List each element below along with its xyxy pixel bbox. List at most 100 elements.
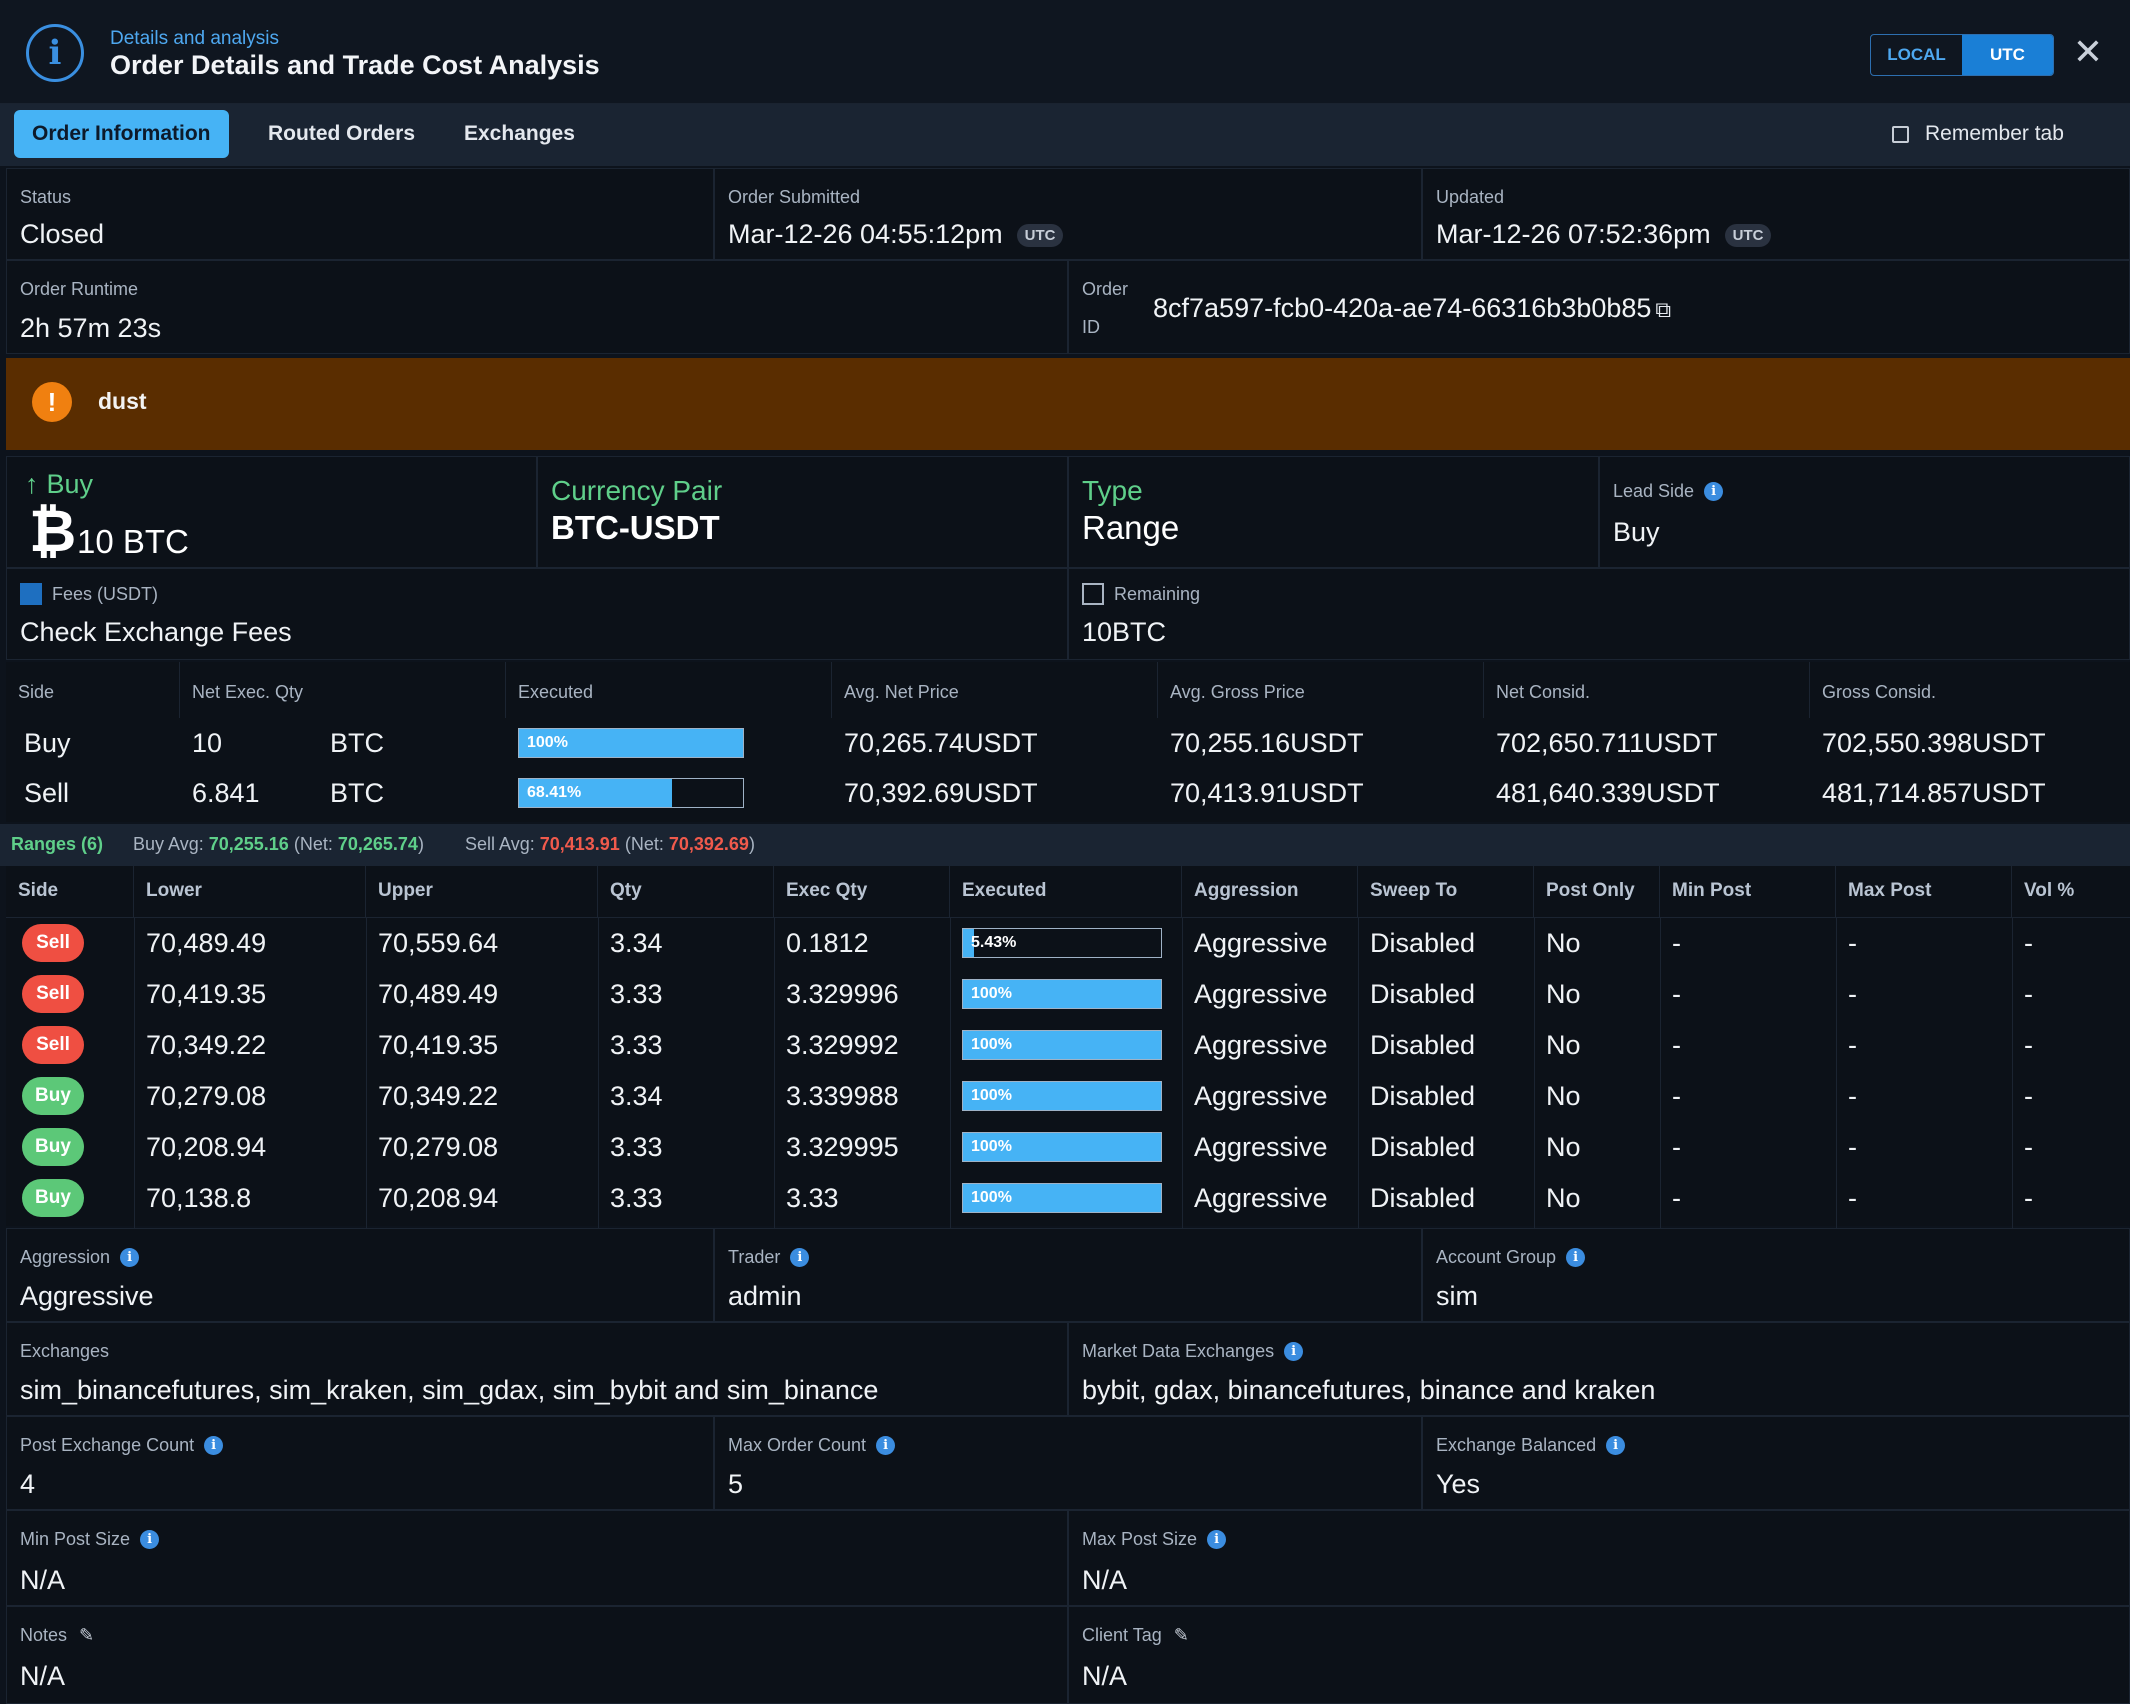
ranges-header-vol: Vol %	[2012, 866, 2130, 918]
ranges-table: Side Lower Upper Qty Exec Qty Executed Aggress…	[6, 866, 2130, 1278]
ranges-executed-bar: 100%	[962, 979, 1162, 1009]
order-submitted-value: Mar-12-26 04:55:12pm UTC	[728, 219, 1064, 250]
ranges-cell-lower: 70,279.08	[146, 1081, 267, 1111]
ranges-cell-max-post: -	[1848, 979, 1857, 1009]
summary-executed-fill-buy	[519, 729, 743, 757]
arrow-up-icon: ↑	[25, 469, 39, 499]
ranges-cell-vol: -	[2024, 928, 2033, 958]
info-icon[interactable]: i	[1704, 482, 1724, 501]
updated-time: Mar-12-26 07:52:36pm	[1436, 219, 1711, 249]
client-tag-label: Client Tag ✎	[1082, 1625, 1189, 1646]
checkbox-icon[interactable]	[1892, 125, 1909, 143]
fees-label-text: Fees (USDT)	[52, 583, 159, 604]
fees-value: Check Exchange Fees	[20, 617, 292, 647]
ranges-cell-upper: 70,559.64	[378, 928, 499, 958]
summary-side-buy: Buy	[24, 728, 71, 758]
ranges-cell-sweep-to: Disabled	[1370, 1183, 1476, 1213]
sell-avg-label: Sell Avg:	[465, 834, 535, 854]
info-icon[interactable]: i	[1606, 1436, 1626, 1455]
post-exchange-count-cell: Post Exchange Count i 4	[6, 1416, 714, 1510]
ranges-executed-fill	[963, 1031, 1161, 1059]
sell-avg-value: 70,413.91	[539, 834, 620, 854]
modal-subtitle: Details and analysis	[110, 28, 279, 49]
pencil-icon[interactable]: ✎	[79, 1625, 95, 1645]
max-order-count-label: Max Order Count i	[728, 1435, 896, 1456]
pencil-icon[interactable]: ✎	[1173, 1625, 1189, 1645]
ranges-executed-text: 5.43%	[971, 934, 1017, 951]
ranges-cell-aggression: Aggressive	[1194, 1030, 1328, 1060]
ranges-cell-upper: 70,419.35	[378, 1030, 499, 1060]
status-value: Closed	[20, 219, 105, 249]
summary-qty-buy: 10	[192, 728, 223, 758]
exchanges-label: Exchanges	[20, 1341, 110, 1361]
ranges-cell-max-post: -	[1848, 1030, 1857, 1060]
tab-order-information[interactable]: Order Information	[14, 110, 229, 158]
tab-routed-orders[interactable]: Routed Orders	[268, 122, 416, 145]
max-post-size-value: N/A	[1082, 1565, 1128, 1595]
ranges-cell-exec-qty: 3.329996	[786, 979, 899, 1009]
info-icon[interactable]: i	[1284, 1342, 1304, 1361]
ranges-header-min-post: Min Post	[1660, 866, 1836, 918]
ranges-cell-post-only: No	[1546, 1081, 1581, 1111]
order-submitted-cell: Order Submitted Mar-12-26 04:55:12pm UTC	[714, 168, 1422, 260]
summary-asset-sell: BTC	[330, 778, 384, 808]
remember-tab-checkbox[interactable]: Remember tab	[1892, 122, 2064, 146]
info-icon[interactable]: i	[120, 1248, 140, 1267]
ranges-header-lower: Lower	[134, 866, 366, 918]
min-post-size-cell: Min Post Size i N/A	[6, 1510, 1068, 1606]
info-icon[interactable]: i	[790, 1248, 810, 1267]
exchange-balanced-label-text: Exchange Balanced	[1436, 1435, 1597, 1455]
buy-avg-value: 70,255.16	[208, 834, 289, 854]
post-exchange-count-label-text: Post Exchange Count	[20, 1435, 195, 1455]
notes-value: N/A	[20, 1661, 66, 1691]
order-runtime-cell: Order Runtime 2h 57m 23s	[6, 260, 1068, 354]
min-post-size-value: N/A	[20, 1565, 66, 1595]
summary-side-sell: Sell	[24, 778, 70, 808]
trader-label-text: Trader	[728, 1247, 781, 1267]
summary-executed-text-buy: 100%	[527, 734, 568, 751]
timezone-local-button[interactable]: LOCAL	[1887, 45, 1946, 64]
column-divider	[598, 918, 599, 1278]
tab-bar: Order Information Routed Orders Exchange…	[0, 104, 2130, 166]
currency-pair-value: BTC-USDT	[551, 509, 720, 546]
ranges-cell-post-only: No	[1546, 1183, 1581, 1213]
remember-tab-label: Remember tab	[1925, 122, 2064, 145]
remaining-color-swatch	[1082, 583, 1104, 605]
client-tag-cell: Client Tag ✎ N/A	[1068, 1606, 2130, 1704]
info-icon[interactable]: i	[140, 1530, 160, 1549]
type-cell: Type Range	[1068, 456, 1599, 568]
info-icon[interactable]: i	[204, 1436, 224, 1455]
ranges-cell-min-post: -	[1672, 979, 1681, 1009]
exchange-balanced-value: Yes	[1436, 1469, 1481, 1499]
ranges-cell-upper: 70,208.94	[378, 1183, 499, 1213]
ranges-cell-qty: 3.33	[610, 1183, 663, 1213]
ranges-cell-qty: 3.34	[610, 928, 663, 958]
info-icon[interactable]: i	[1207, 1530, 1227, 1549]
max-order-count-label-text: Max Order Count	[728, 1435, 867, 1455]
summary-gross-consid-sell: 481,714.857USDT	[1822, 778, 2046, 808]
buy-avg-label: Buy Avg:	[133, 834, 204, 854]
status-cell: Status Closed	[6, 168, 714, 260]
side-badge: Sell	[22, 975, 84, 1013]
ranges-executed-text: 100%	[971, 1138, 1012, 1155]
summary-executed-bar-buy: 100%	[518, 728, 744, 758]
info-icon[interactable]: i	[1566, 1248, 1586, 1267]
copy-icon[interactable]: ⧉	[1655, 297, 1672, 322]
info-icon[interactable]: i	[876, 1436, 896, 1455]
min-post-size-label: Min Post Size i	[20, 1529, 160, 1550]
warning-icon: !	[32, 382, 72, 422]
tab-exchanges[interactable]: Exchanges	[464, 122, 575, 145]
max-post-size-label: Max Post Size i	[1082, 1529, 1227, 1550]
ranges-cell-aggression: Aggressive	[1194, 928, 1328, 958]
summary-header-net-consid: Net Consid.	[1484, 662, 1810, 718]
ranges-cell-aggression: Aggressive	[1194, 1132, 1328, 1162]
close-icon[interactable]: ✕	[2072, 31, 2104, 72]
ranges-executed-bar: 100%	[962, 1183, 1162, 1213]
summary-net-consid-buy: 702,650.711USDT	[1496, 728, 1718, 758]
side-badge: Sell	[22, 1026, 84, 1064]
ranges-cell-min-post: -	[1672, 1183, 1681, 1213]
timezone-utc-button[interactable]: UTC	[1962, 35, 2053, 75]
ranges-executed-text: 100%	[971, 1036, 1012, 1053]
order-id-cell: Order ID 8cf7a597-fcb0-420a-ae74-66316b3…	[1068, 260, 2130, 354]
ranges-cell-lower: 70,138.8	[146, 1183, 252, 1213]
